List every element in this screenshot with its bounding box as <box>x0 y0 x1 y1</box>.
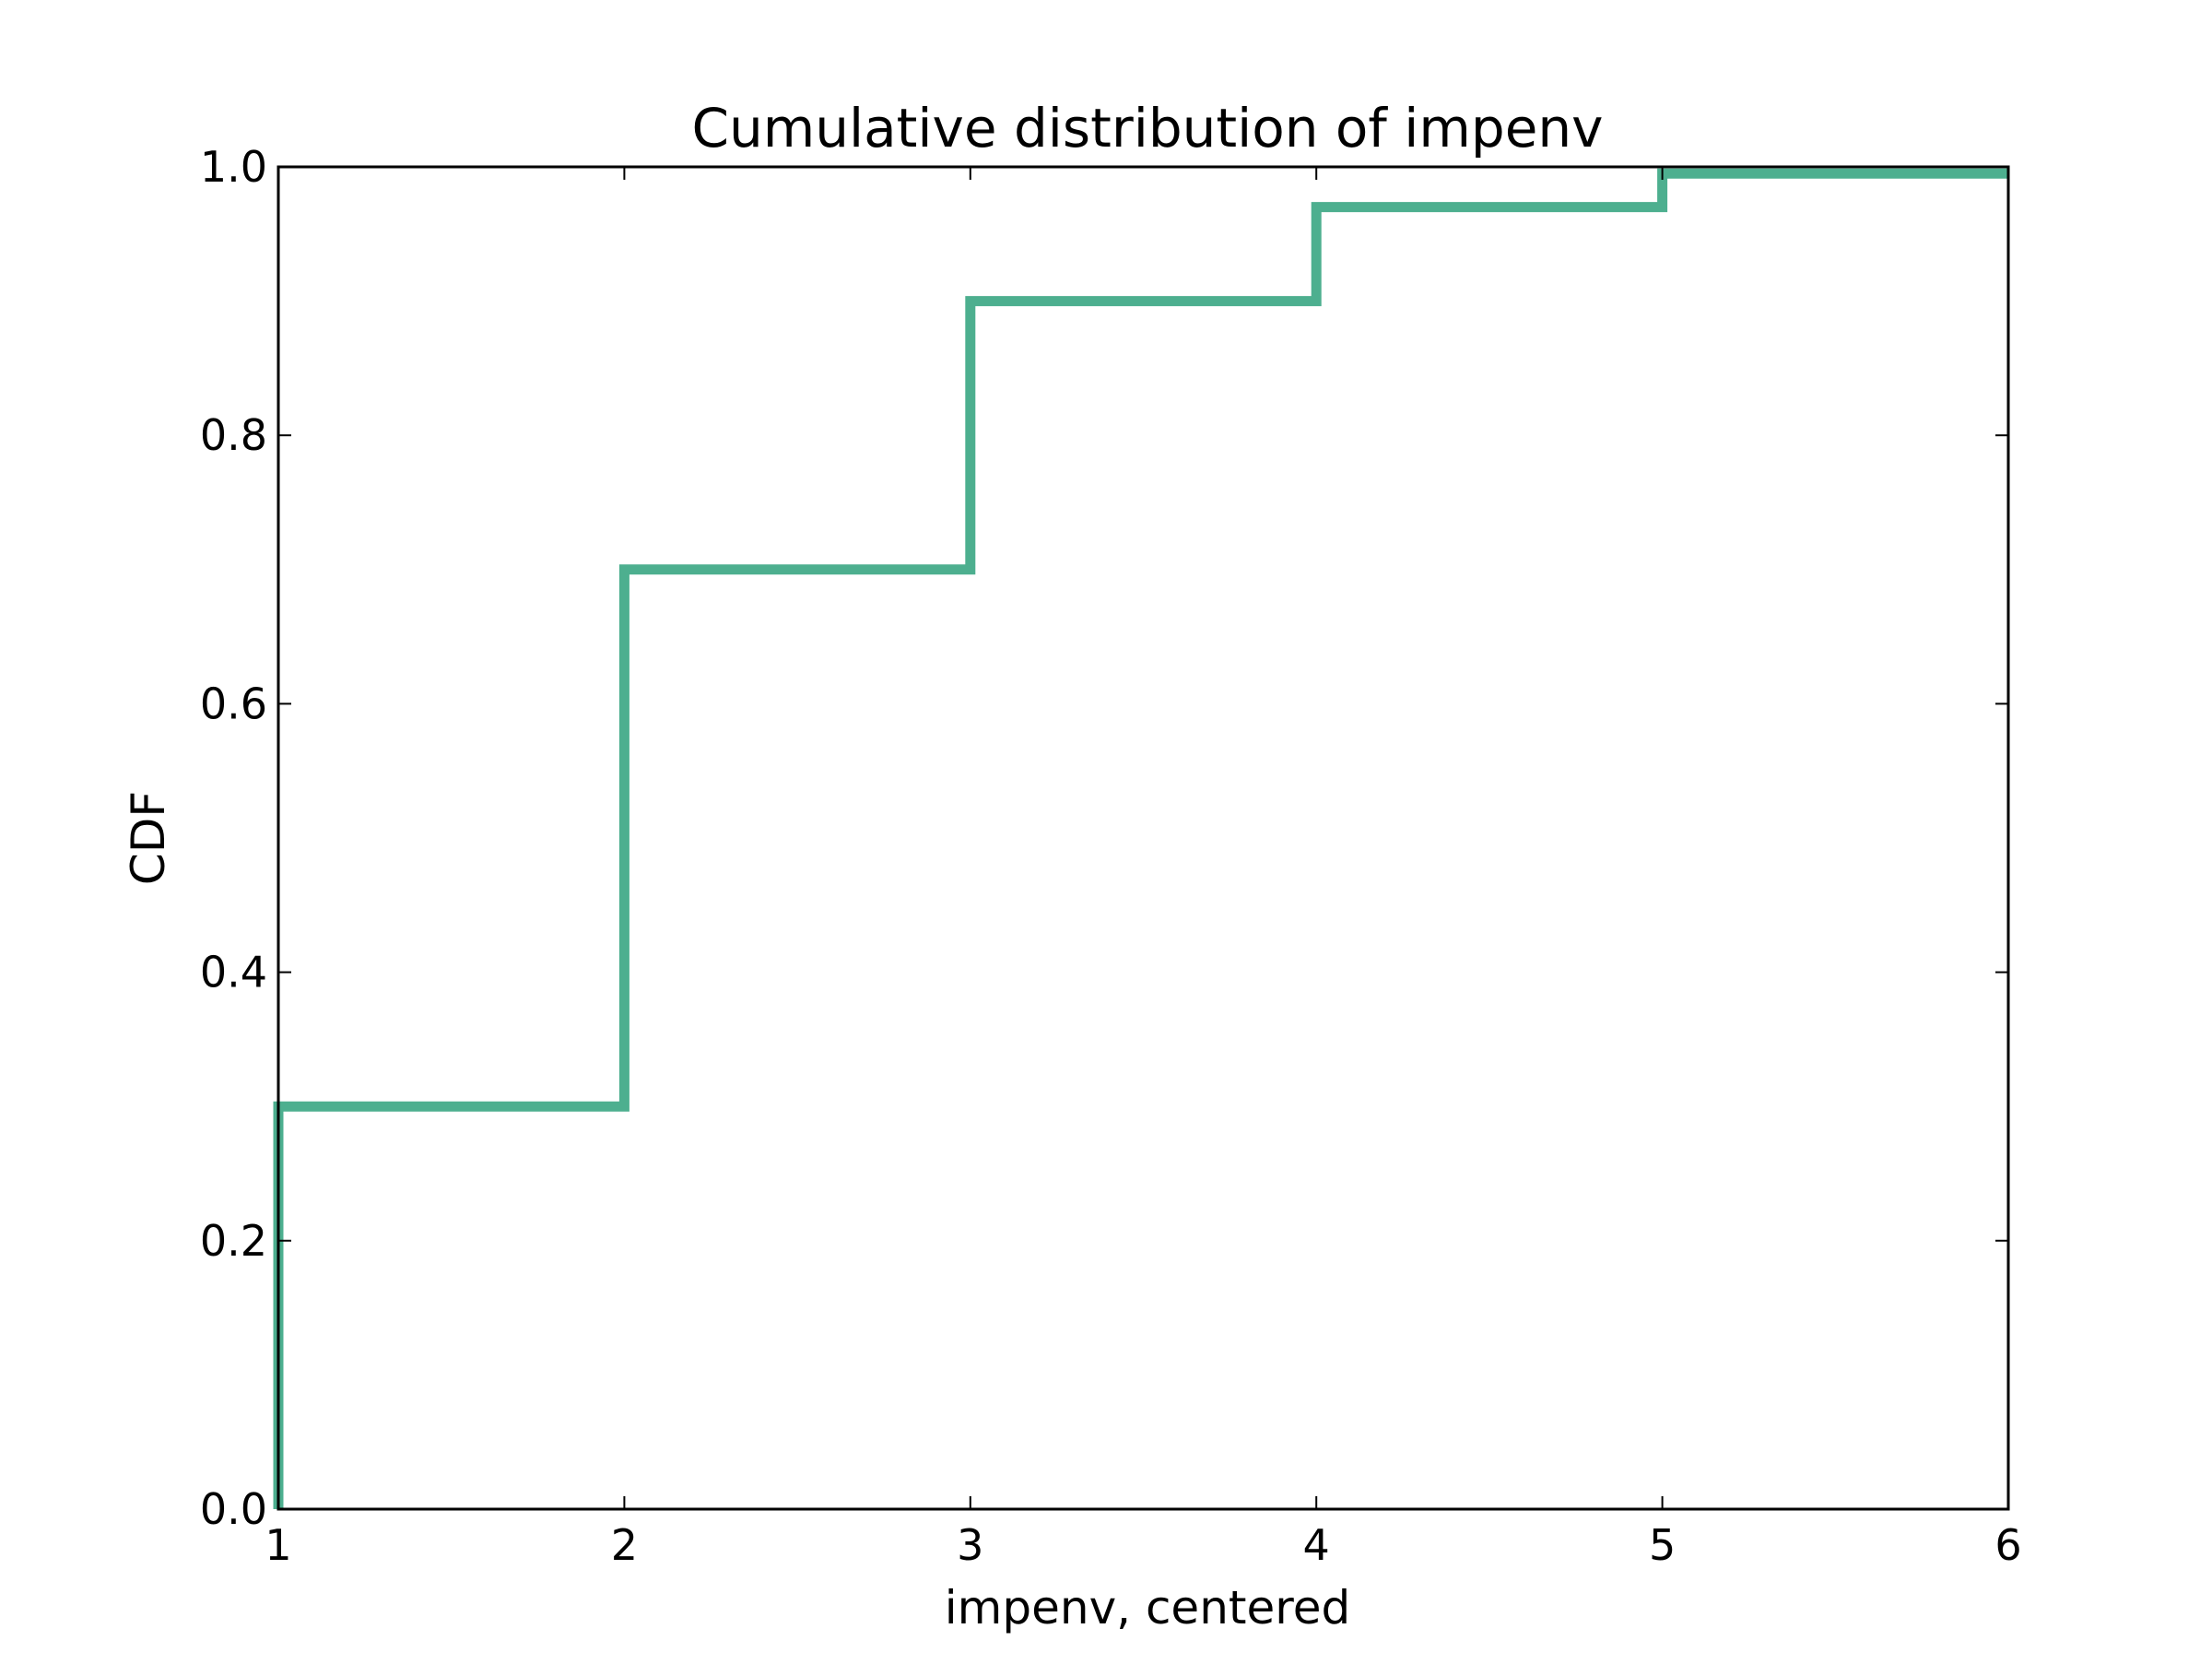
x-tick-label: 1 <box>265 1520 291 1570</box>
y-tick-label: 0.0 <box>200 1484 267 1534</box>
y-axis-label: CDF <box>122 791 175 885</box>
y-tick-label: 0.4 <box>200 948 267 997</box>
y-tick-label: 0.8 <box>200 410 267 460</box>
x-tick-label: 2 <box>611 1520 638 1570</box>
x-axis-label: impenv, centered <box>945 1581 1350 1634</box>
x-tick-label: 5 <box>1649 1520 1676 1570</box>
y-tick-label: 0.6 <box>200 679 267 728</box>
x-tick-label: 4 <box>1303 1520 1330 1570</box>
chart-title: Cumulative distribution of impenv <box>692 97 1604 159</box>
x-tick-label: 3 <box>957 1520 983 1570</box>
series-layer <box>273 168 2008 1509</box>
y-tick-label: 0.2 <box>200 1216 267 1266</box>
cdf-step-line <box>273 168 2008 1509</box>
y-axis-ticks: 0.0 0.2 0.4 0.6 0.8 1.0 <box>200 142 2008 1534</box>
x-axis-ticks: 1 2 3 4 5 6 <box>265 167 2022 1570</box>
plot-frame <box>276 165 2010 1511</box>
y-tick-label: 1.0 <box>200 142 267 192</box>
x-tick-label: 6 <box>1994 1520 2021 1570</box>
